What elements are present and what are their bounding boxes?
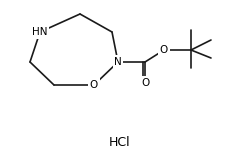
Text: HCl: HCl [109, 135, 131, 148]
Text: O: O [141, 78, 149, 88]
Text: HN: HN [32, 27, 48, 37]
Text: N: N [114, 57, 122, 67]
Text: O: O [90, 80, 98, 90]
Text: O: O [160, 45, 168, 55]
